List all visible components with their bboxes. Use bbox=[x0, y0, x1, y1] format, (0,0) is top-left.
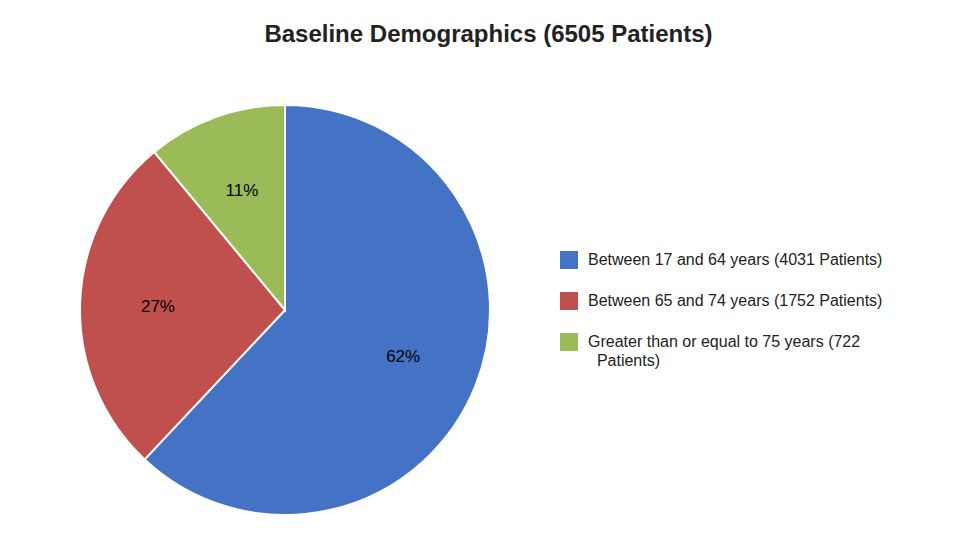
legend-swatch bbox=[560, 333, 578, 351]
chart: Baseline Demographics (6505 Patients) 62%… bbox=[0, 0, 977, 556]
legend-swatch bbox=[560, 251, 578, 269]
data-label: 27% bbox=[141, 297, 175, 316]
legend-swatch bbox=[560, 292, 578, 310]
slice bbox=[80, 152, 285, 459]
legend-label: Between 17 and 64 years (4031 Patients) bbox=[588, 251, 882, 268]
data-label: 11% bbox=[226, 181, 259, 200]
title: Baseline Demographics (6505 Patients) bbox=[264, 20, 712, 47]
legend: Between 17 and 64 years (4031 Patients) B… bbox=[560, 251, 882, 369]
pie bbox=[80, 105, 490, 515]
data-labels: 62% 27% 11% bbox=[141, 181, 420, 366]
slice bbox=[154, 105, 285, 310]
legend-label: Between 65 and 74 years (1752 Patients) bbox=[588, 292, 882, 309]
legend-label: Greater than or equal to 75 years (722 P… bbox=[588, 333, 860, 369]
data-label: 62% bbox=[386, 347, 420, 366]
